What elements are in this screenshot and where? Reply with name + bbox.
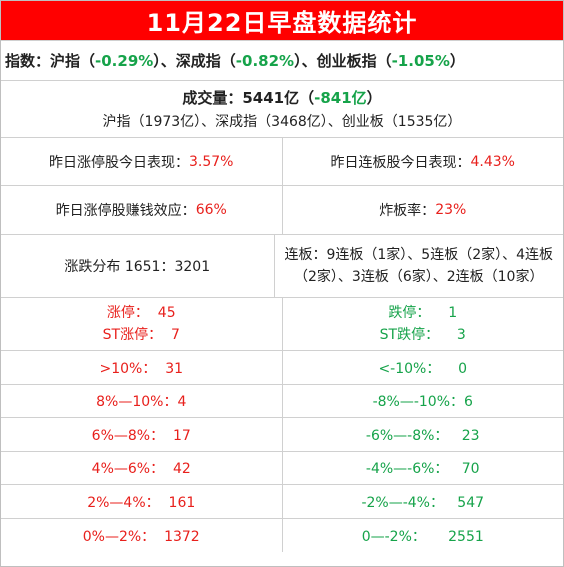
lb-perf-value: 4.43%: [470, 153, 515, 170]
zb-rate-cell: 炸板率： 23%: [283, 186, 564, 234]
lb-perf-cell: 昨日连板股今日表现： 4.43%: [283, 138, 564, 185]
range-row: 0%—2%： 1372 0—-2%： 2551: [1, 519, 563, 552]
range-row: >10%： 31 <-10%： 0: [1, 351, 563, 385]
limit-up-cell: 涨停： 45 ST涨停： 7: [1, 298, 283, 350]
range-down-cell: <-10%： 0: [378, 360, 468, 377]
range-up-cell: 6%—8%： 17: [1, 418, 283, 451]
index-summary: 指数：沪指（ -0.29% ）、深成指（ -0.82% ）、创业板指（ -1.0…: [1, 41, 563, 81]
range-down-cell: -4%—-6%： 70: [365, 461, 480, 477]
range-up-cell: 0%—2%： 1372: [1, 519, 283, 552]
limit-up-value: 涨停： 45: [106, 305, 176, 321]
limit-down-value: 跌停： 1: [388, 305, 458, 321]
zt-money-label: 昨日涨停股赚钱效应：: [55, 203, 196, 219]
volume-breakdown: 沪指（1973亿）、深成指（3468亿）、创业板（1535亿）: [102, 114, 462, 130]
volume-label: 成交量：5441亿（: [182, 89, 315, 107]
zt-perf-value: 3.57%: [189, 153, 234, 170]
volume-summary: 成交量：5441亿（-841亿） 沪指（1973亿）、深成指（3468亿）、创业…: [1, 81, 563, 138]
zt-money-value: 66%: [195, 202, 227, 218]
zt-money-cell: 昨日涨停股赚钱效应： 66%: [1, 186, 283, 234]
range-up-cell: 4%—6%： 42: [1, 452, 283, 484]
index-prefix: 指数：沪指（: [5, 52, 96, 70]
zb-rate-value: 23%: [435, 202, 467, 218]
zb-rate-label: 炸板率：: [379, 203, 436, 219]
distribution-row: 涨跌分布 1651：3201 连板：9连板（1家）、5连板（2家）、4连板（2家…: [1, 235, 563, 298]
zt-perf-label: 昨日涨停股今日表现：: [49, 154, 189, 171]
volume-label-end: ）: [366, 89, 382, 107]
index-sz-value: -0.82%: [235, 51, 295, 70]
index-cy-value: -1.05%: [391, 51, 450, 70]
index-mid1: ）、深成指（: [153, 52, 236, 70]
range-down-cell: 0—-2%： 2551: [361, 528, 484, 545]
range-up-cell: 2%—4%： 161: [1, 485, 283, 518]
range-row: 2%—4%： 161 -2%—-4%： 547: [1, 485, 563, 519]
money-row: 昨日涨停股赚钱效应： 66% 炸板率： 23%: [1, 186, 563, 235]
zt-perf-cell: 昨日涨停股今日表现： 3.57%: [1, 138, 283, 185]
index-suffix: ）: [449, 52, 465, 70]
lb-perf-label: 昨日连板股今日表现：: [330, 154, 471, 171]
distribution-cell: 涨跌分布 1651：3201: [1, 235, 275, 297]
range-row: 6%—8%： 17 -6%—-8%： 23: [1, 418, 563, 452]
range-down-cell: -6%—-8%： 23: [365, 427, 480, 444]
lianban-cell: 连板：9连板（1家）、5连板（2家）、4连板（2家）、3连板（6家）、2连板（1…: [284, 247, 554, 285]
range-down-cell: -2%—-4%： 547: [361, 494, 485, 511]
st-limit-down-value: ST跌停： 3: [379, 327, 466, 343]
limit-down-cell: 跌停： 1 ST跌停： 3: [283, 298, 564, 350]
limit-row: 涨停： 45 ST涨停： 7 跌停： 1 ST跌停： 3: [1, 298, 563, 351]
range-up-cell: 8%—10%：4: [1, 385, 283, 417]
perf-row: 昨日涨停股今日表现： 3.57% 昨日连板股今日表现： 4.43%: [1, 138, 563, 186]
page-title: 11月22日早盘数据统计: [1, 1, 563, 41]
range-down-cell: -8%—-10%：6: [372, 394, 473, 410]
index-mid2: ）、创业板指（: [294, 52, 392, 70]
range-row: 8%—10%：4 -8%—-10%：6: [1, 385, 563, 418]
st-limit-up-value: ST涨停： 7: [102, 327, 180, 343]
range-up-cell: >10%： 31: [1, 351, 283, 384]
index-sh-value: -0.29%: [95, 51, 154, 70]
volume-change: -841亿: [314, 89, 367, 107]
volume-line: 成交量：5441亿（-841亿）: [182, 87, 381, 108]
range-row: 4%—6%： 42 -4%—-6%： 70: [1, 452, 563, 485]
title-text: 11月22日早盘数据统计: [146, 9, 418, 37]
